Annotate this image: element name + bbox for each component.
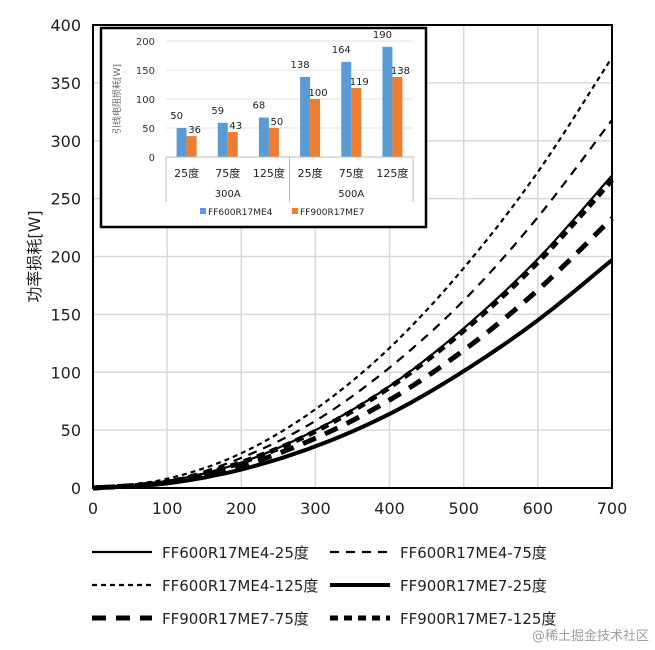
inset-y-tick-label: 100 xyxy=(136,95,155,106)
inset-bar xyxy=(258,117,269,157)
series-line-6 xyxy=(92,178,614,491)
inset-data-label: 50 xyxy=(271,117,284,128)
inset-data-label: 119 xyxy=(350,77,369,88)
y-tick-label: 100 xyxy=(50,363,81,382)
inset-data-label: 100 xyxy=(309,88,328,99)
inset-bar xyxy=(176,128,187,157)
legend-label: FF600R17ME4-75度 xyxy=(400,544,547,562)
x-tick-label: 200 xyxy=(226,499,257,518)
inset-bar xyxy=(392,76,403,157)
inset-y-tick-label: 50 xyxy=(142,124,155,135)
inset-bar xyxy=(382,46,393,157)
inset-data-label: 43 xyxy=(229,121,242,132)
inset-chart: 0 50 100 150 200 引线电阻损耗[W] 50 36 25度 59 43 75度 68 50 1… xyxy=(99,26,428,229)
inset-bar xyxy=(300,76,311,157)
legend-label: FF900R17ME7-75度 xyxy=(162,610,309,628)
y-tick-label: 250 xyxy=(50,190,81,209)
inset-category-label: 125度 xyxy=(376,166,408,180)
y-tick-label: 400 xyxy=(50,16,81,35)
inset-y-tick-label: 0 xyxy=(149,153,155,164)
x-tick-label: 700 xyxy=(597,499,628,518)
series-line-5 xyxy=(92,216,614,491)
y-tick-label: 350 xyxy=(50,74,81,93)
y-tick-label: 50 xyxy=(61,421,81,440)
inset-data-label: 68 xyxy=(253,101,266,112)
inset-bar xyxy=(268,128,279,157)
legend-label: FF900R17ME7-125度 xyxy=(400,610,556,628)
inset-y-tick-label: 200 xyxy=(136,37,155,48)
y-tick-label: 150 xyxy=(50,305,81,324)
inset-legend-swatch xyxy=(200,208,206,214)
inset-bar xyxy=(310,99,321,157)
inset-category-label: 75度 xyxy=(215,166,240,180)
inset-bar xyxy=(227,132,238,157)
x-tick-label: 400 xyxy=(374,499,405,518)
inset-legend-label: FF900R17ME7 xyxy=(300,208,364,218)
inset-bar xyxy=(341,61,352,157)
inset-category-label: 25度 xyxy=(298,166,323,180)
inset-data-label: 50 xyxy=(170,111,183,122)
inset-bar xyxy=(217,122,228,157)
legend-label: FF900R17ME7-25度 xyxy=(400,577,547,595)
inset-category-label: 75度 xyxy=(339,166,364,180)
inset-data-label: 59 xyxy=(211,106,224,117)
x-tick-label: 100 xyxy=(152,499,183,518)
x-tick-label: 500 xyxy=(448,499,479,518)
inset-data-label: 138 xyxy=(291,60,310,71)
inset-y-axis-label: 引线电阻损耗[W] xyxy=(111,64,123,134)
inset-y-tick-label: 150 xyxy=(136,66,155,77)
x-tick-label: 600 xyxy=(523,499,554,518)
inset-bar xyxy=(351,87,362,157)
y-axis-label: 功率损耗[W] xyxy=(25,210,44,302)
inset-category-label: 125度 xyxy=(253,166,285,180)
inset-data-label: 164 xyxy=(332,45,351,56)
watermark: @稀土掘金技术社区 xyxy=(531,629,649,644)
legend-label: FF600R17ME4-25度 xyxy=(162,544,309,562)
plot-frame xyxy=(92,24,613,489)
y-tick-label: 300 xyxy=(50,132,81,151)
inset-data-label: 36 xyxy=(188,125,201,136)
y-tick-label: 0 xyxy=(71,479,81,498)
legend-label: FF600R17ME4-125度 xyxy=(162,577,318,595)
inset-group-label: 500A xyxy=(338,189,364,200)
x-tick-label: 300 xyxy=(300,499,331,518)
inset-bar xyxy=(186,136,197,157)
inset-group-label: 300A xyxy=(215,189,241,200)
inset-category-label: 25度 xyxy=(174,166,199,180)
inset-legend-swatch xyxy=(292,208,298,214)
inset-data-label: 190 xyxy=(373,30,392,41)
x-tick-label: 0 xyxy=(88,499,98,518)
inset-data-label: 138 xyxy=(391,66,410,77)
y-tick-label: 200 xyxy=(50,248,81,267)
inset-legend-label: FF600R17ME4 xyxy=(208,208,273,218)
